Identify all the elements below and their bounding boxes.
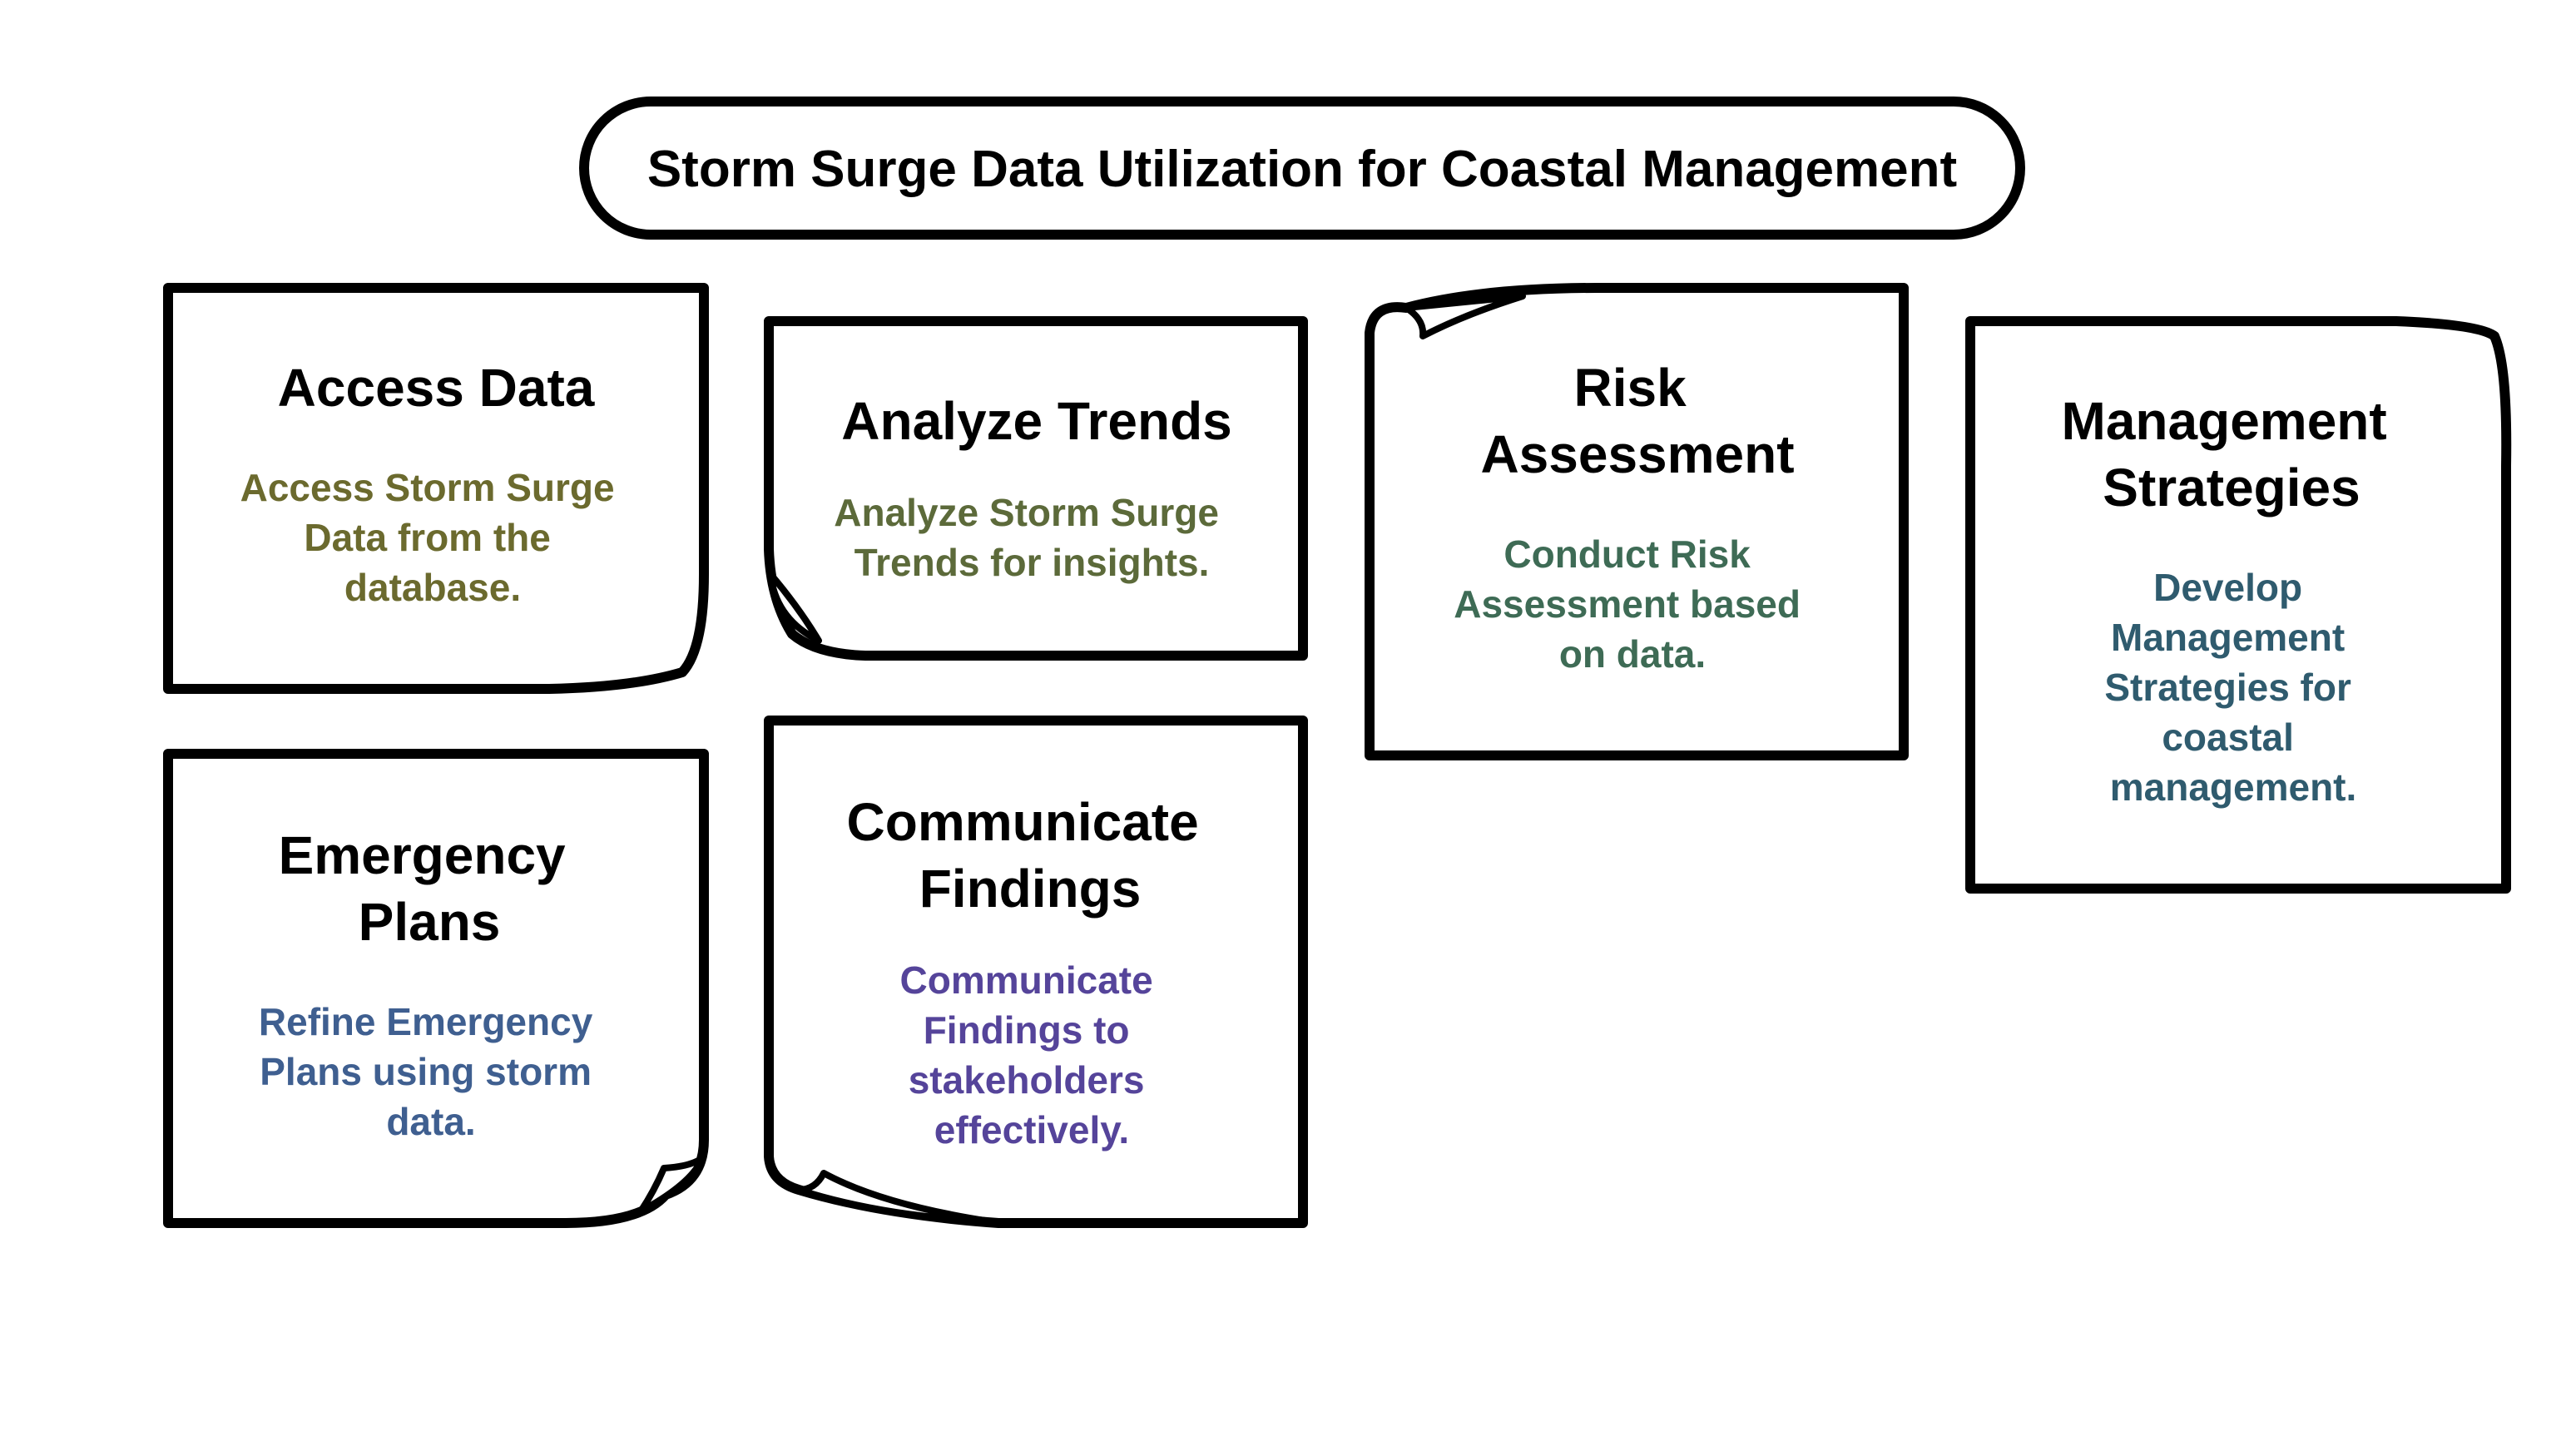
card-emergency-plans-outline xyxy=(163,749,709,1228)
card-emergency-plans: Emergency Plans Refine Emergency Plans u… xyxy=(163,749,709,1228)
card-management-strategies-heading-line: Management xyxy=(2062,391,2387,451)
card-communicate-findings-desc-line: Communicate xyxy=(900,958,1153,1002)
card-analyze-trends: Analyze Trends Analyze Storm Surge Trend… xyxy=(764,316,1308,661)
card-emergency-plans-desc-line: data. xyxy=(386,1100,475,1143)
card-access-data: Access Data Access Storm Surge Data from… xyxy=(163,283,709,694)
card-risk-assessment-desc-line: Assessment based xyxy=(1454,582,1801,626)
card-access-data-outline xyxy=(163,283,709,694)
card-management-strategies-outline xyxy=(1965,316,2512,894)
card-communicate-findings-heading-line: Communicate xyxy=(847,792,1199,852)
card-analyze-trends-heading: Analyze Trends xyxy=(841,391,1232,451)
card-emergency-plans-heading: Emergency Plans xyxy=(279,825,581,952)
card-emergency-plans-curl xyxy=(637,1155,706,1215)
diagram-title: Storm Surge Data Utilization for Coastal… xyxy=(647,141,1957,198)
title-box: Storm Surge Data Utilization for Coastal… xyxy=(579,97,2025,240)
card-emergency-plans-description: Refine Emergency Plans using storm data. xyxy=(259,1000,603,1143)
card-access-data-desc-line: database. xyxy=(344,566,521,609)
card-analyze-trends-curl xyxy=(767,571,822,644)
card-management-strategies-desc-line: Strategies for xyxy=(2104,666,2351,709)
card-management-strategies-description: Develop Management Strategies for coasta… xyxy=(2104,566,2361,809)
card-management-strategies-desc-line: management. xyxy=(2110,765,2357,809)
card-management-strategies-heading: Management Strategies xyxy=(2062,391,2402,518)
card-risk-assessment-desc-line: on data. xyxy=(1559,632,1706,676)
card-management-strategies-desc-line: coastal xyxy=(2162,716,2294,759)
card-analyze-trends-desc-line: Trends for insights. xyxy=(855,541,1210,584)
card-communicate-findings-desc-line: effectively. xyxy=(934,1108,1129,1151)
card-emergency-plans-desc-line: Plans using storm xyxy=(260,1050,592,1093)
card-access-data-heading: Access Data xyxy=(278,358,595,418)
card-access-data-desc-line: Access Storm Surge xyxy=(240,466,615,509)
card-emergency-plans-heading-line: Emergency xyxy=(279,825,566,885)
card-communicate-findings-desc-line: Findings to xyxy=(924,1008,1130,1052)
card-risk-assessment-heading-line: Risk xyxy=(1574,358,1687,418)
card-risk-assessment-heading-line: Assessment xyxy=(1480,424,1794,484)
card-management-strategies-desc-line: Develop xyxy=(2153,566,2302,609)
card-communicate-findings-desc-line: stakeholders xyxy=(909,1058,1145,1102)
card-communicate-findings-heading: Communicate Findings xyxy=(847,792,1214,919)
card-risk-assessment-desc-line: Conduct Risk xyxy=(1503,532,1751,576)
card-emergency-plans-desc-line: Refine Emergency xyxy=(259,1000,593,1043)
card-analyze-trends-description: Analyze Storm Surge Trends for insights. xyxy=(834,491,1229,584)
card-access-data-desc-line: Data from the xyxy=(304,516,550,559)
card-analyze-trends-heading-line: Analyze Trends xyxy=(841,391,1232,451)
card-access-data-heading-line: Access Data xyxy=(278,358,595,418)
card-management-strategies: Management Strategies Develop Management… xyxy=(1965,316,2512,894)
card-risk-assessment-heading: Risk Assessment xyxy=(1480,358,1794,484)
card-communicate-findings: Communicate Findings Communicate Finding… xyxy=(764,716,1308,1228)
card-risk-assessment: Risk Assessment Conduct Risk Assessment … xyxy=(1365,283,1909,760)
title-outline xyxy=(579,97,2025,240)
card-analyze-trends-desc-line: Analyze Storm Surge xyxy=(834,491,1219,534)
card-analyze-trends-outline xyxy=(764,316,1308,661)
card-communicate-findings-heading-line: Findings xyxy=(919,859,1142,919)
card-communicate-findings-description: Communicate Findings to stakeholders eff… xyxy=(900,958,1164,1151)
card-emergency-plans-heading-line: Plans xyxy=(359,892,501,952)
card-access-data-description: Access Storm Surge Data from the databas… xyxy=(240,466,626,609)
card-communicate-findings-curl xyxy=(795,1170,993,1225)
card-management-strategies-desc-line: Management xyxy=(2111,616,2345,659)
card-risk-assessment-description: Conduct Risk Assessment based on data. xyxy=(1454,532,1811,676)
card-management-strategies-heading-line: Strategies xyxy=(2103,458,2360,518)
card-risk-assessment-curl xyxy=(1403,293,1526,339)
